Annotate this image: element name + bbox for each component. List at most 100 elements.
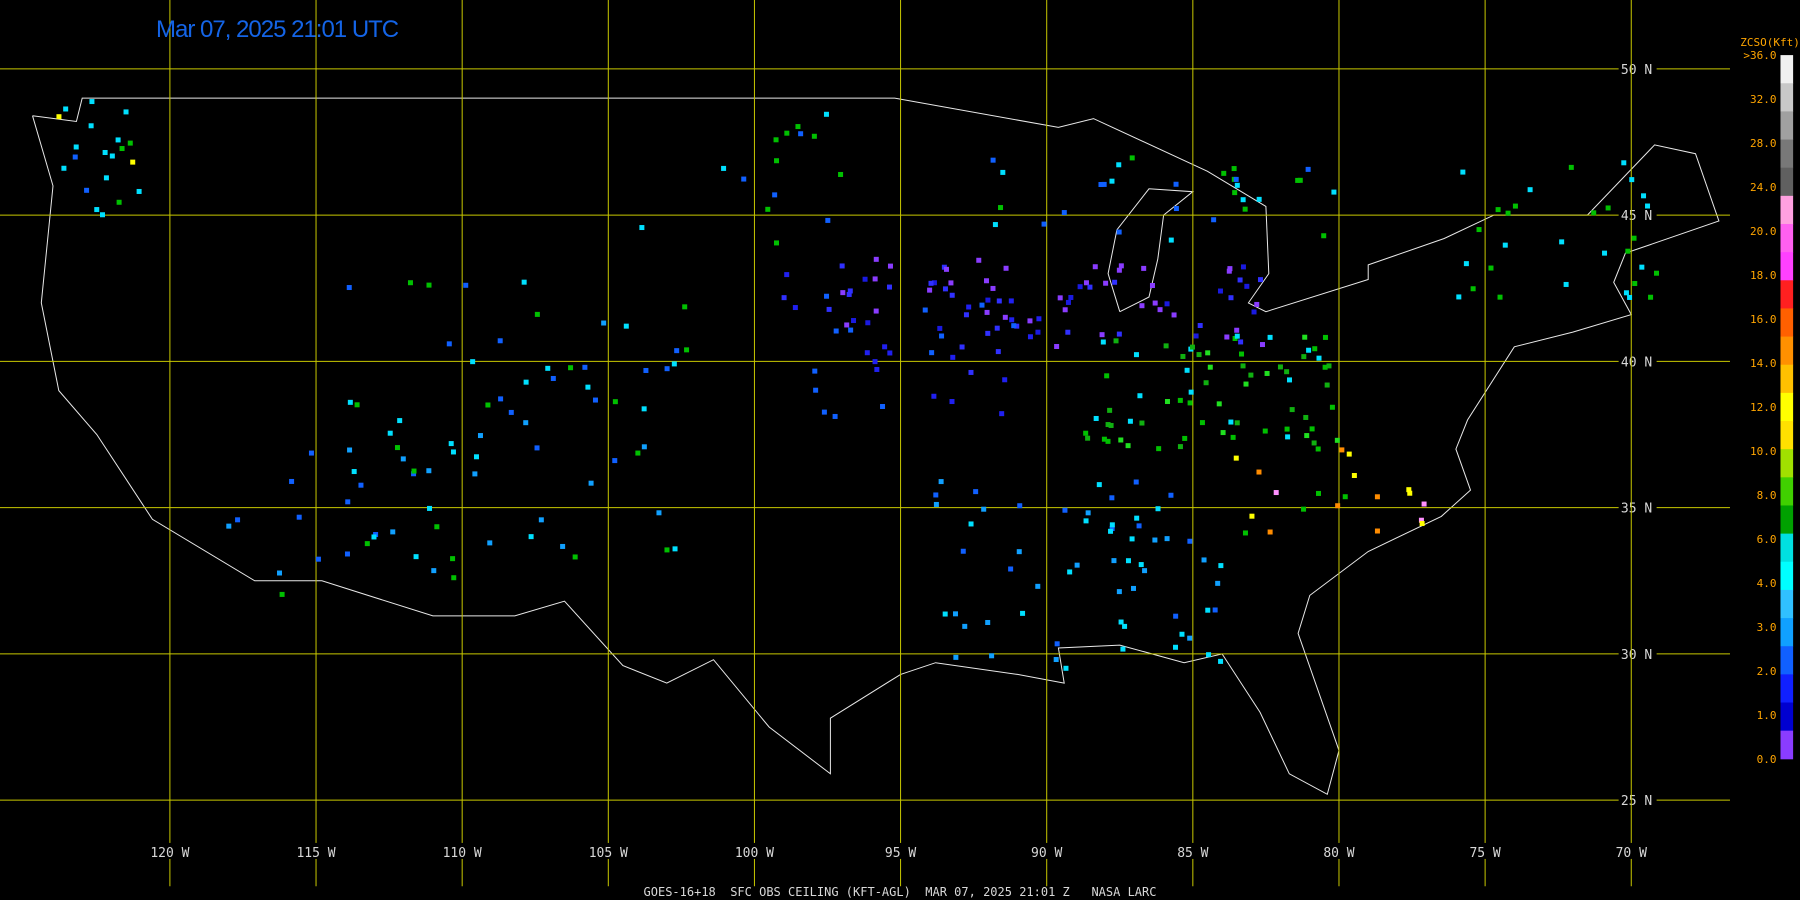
station (1230, 434, 1236, 440)
station (534, 445, 540, 451)
station (1217, 288, 1223, 294)
lon-label: 115 W (296, 846, 335, 861)
station (1218, 658, 1224, 664)
station (1234, 333, 1240, 339)
station (1109, 495, 1115, 501)
lon-label: 95 W (885, 846, 916, 861)
station (682, 304, 688, 310)
station (1083, 280, 1089, 286)
station (426, 468, 432, 474)
legend-label: 2.0 (1757, 665, 1777, 678)
station (364, 541, 370, 547)
station (874, 366, 880, 372)
station (345, 499, 351, 505)
station (1227, 266, 1233, 272)
station (1062, 307, 1068, 313)
station (826, 306, 832, 312)
station (994, 325, 1000, 331)
station (1003, 265, 1009, 271)
station (1008, 566, 1014, 572)
station (1149, 282, 1155, 288)
legend-label: 8.0 (1757, 489, 1777, 502)
station (1218, 563, 1224, 569)
legend-label: 3.0 (1757, 621, 1777, 634)
station (1488, 265, 1494, 271)
colorbar-segment (1780, 167, 1794, 197)
station (1309, 426, 1315, 432)
legend-label: 18.0 (1750, 269, 1777, 282)
station (446, 341, 452, 347)
station (979, 302, 985, 308)
station (798, 131, 804, 137)
station (1641, 193, 1647, 199)
station (1152, 300, 1158, 306)
station (873, 308, 879, 314)
lat-label: 25 N (1621, 794, 1652, 809)
station (1631, 235, 1637, 241)
station (1101, 181, 1107, 187)
label-bg (1618, 499, 1657, 516)
station (296, 514, 302, 520)
station (485, 402, 491, 408)
station (545, 365, 551, 371)
station (1653, 270, 1659, 276)
station (1053, 657, 1059, 663)
colorbar-segment (1780, 364, 1794, 394)
station (1505, 210, 1511, 216)
lat-label: 50 N (1621, 63, 1652, 78)
station (1193, 333, 1199, 339)
station (887, 263, 893, 269)
station (1334, 437, 1340, 443)
station (1054, 641, 1060, 647)
station (1163, 343, 1169, 349)
station (984, 309, 990, 315)
station (226, 523, 232, 529)
station (1197, 323, 1203, 329)
station (1316, 490, 1322, 496)
station (1277, 364, 1283, 370)
station (948, 280, 954, 286)
station (1062, 507, 1068, 513)
station (992, 222, 998, 228)
station (1312, 346, 1318, 352)
station (1109, 526, 1115, 532)
station (387, 430, 393, 436)
station (1182, 435, 1188, 441)
station (1267, 334, 1273, 340)
station (1242, 206, 1248, 212)
stations (56, 99, 1659, 671)
legend-label: 1.0 (1757, 709, 1777, 722)
station (635, 450, 641, 456)
station (1527, 187, 1533, 193)
station (94, 207, 100, 213)
station (976, 257, 982, 263)
station (933, 492, 939, 498)
station (953, 654, 959, 660)
station (1118, 619, 1124, 625)
station (450, 449, 456, 455)
station (102, 149, 108, 155)
station (1645, 203, 1651, 209)
station (1139, 303, 1145, 309)
station (394, 445, 400, 451)
station (1014, 323, 1020, 329)
station (1224, 334, 1230, 340)
lat-label: 30 N (1621, 648, 1652, 663)
station (1627, 294, 1633, 300)
station (1027, 318, 1033, 324)
station (1456, 294, 1462, 300)
station (1284, 369, 1290, 375)
station (1133, 479, 1139, 485)
title: Mar 07, 2025 21:01 UTC (156, 16, 399, 43)
station (1206, 652, 1212, 658)
station (960, 548, 966, 554)
station (1098, 182, 1104, 188)
station (1233, 176, 1239, 182)
station (1112, 279, 1118, 285)
label-bg (1609, 842, 1654, 859)
station (1171, 312, 1177, 318)
legend-label: 32.0 (1750, 93, 1777, 106)
station (63, 106, 69, 112)
station (346, 285, 352, 291)
